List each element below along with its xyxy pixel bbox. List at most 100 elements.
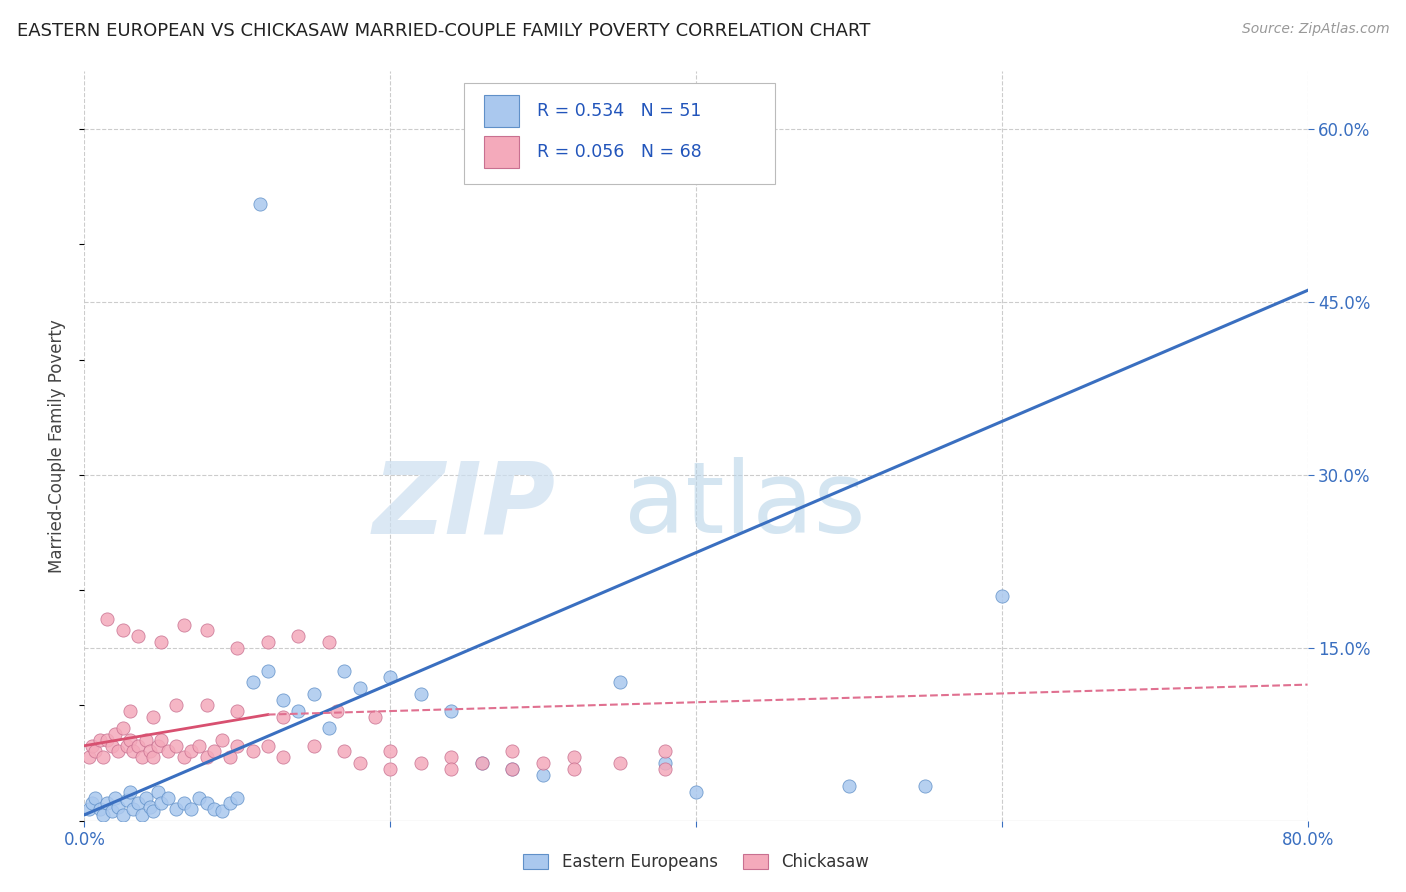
- Point: [165, 739, 187, 753]
- Point: [287, 629, 309, 643]
- Point: [218, 750, 240, 764]
- Point: [202, 802, 225, 816]
- Bar: [484, 95, 519, 127]
- Point: [89, 802, 111, 816]
- Point: [135, 790, 157, 805]
- Point: [173, 750, 195, 764]
- Point: [149, 635, 172, 649]
- Point: [107, 799, 129, 814]
- Point: [218, 797, 240, 811]
- Point: [135, 733, 157, 747]
- Point: [440, 762, 463, 776]
- Point: [409, 687, 432, 701]
- Point: [531, 767, 554, 781]
- Point: [188, 790, 211, 805]
- Point: [96, 612, 118, 626]
- Text: EASTERN EUROPEAN VS CHICKASAW MARRIED-COUPLE FAMILY POVERTY CORRELATION CHART: EASTERN EUROPEAN VS CHICKASAW MARRIED-CO…: [17, 22, 870, 40]
- Point: [120, 704, 142, 718]
- Point: [165, 802, 187, 816]
- Text: R = 0.534   N = 51: R = 0.534 N = 51: [537, 102, 702, 120]
- Point: [180, 802, 202, 816]
- Point: [242, 675, 264, 690]
- Point: [440, 750, 463, 764]
- Point: [142, 710, 165, 724]
- Y-axis label: Married-Couple Family Poverty: Married-Couple Family Poverty: [48, 319, 66, 573]
- Point: [127, 797, 149, 811]
- Point: [531, 756, 554, 770]
- Point: [77, 750, 100, 764]
- Point: [104, 790, 127, 805]
- Point: [149, 733, 172, 747]
- Point: [409, 756, 432, 770]
- Point: [271, 692, 294, 706]
- Point: [111, 808, 134, 822]
- Point: [77, 802, 100, 816]
- Point: [131, 750, 153, 764]
- Point: [654, 762, 676, 776]
- Point: [115, 739, 138, 753]
- Point: [380, 669, 402, 683]
- Point: [380, 744, 402, 758]
- Point: [157, 744, 180, 758]
- Point: [271, 750, 294, 764]
- Point: [127, 739, 149, 753]
- Point: [180, 744, 202, 758]
- Point: [104, 727, 127, 741]
- Point: [131, 808, 153, 822]
- Point: [96, 733, 118, 747]
- Point: [838, 779, 860, 793]
- Point: [302, 739, 325, 753]
- Point: [471, 756, 494, 770]
- Point: [287, 704, 309, 718]
- FancyBboxPatch shape: [464, 83, 776, 184]
- Point: [195, 797, 218, 811]
- Point: [115, 793, 138, 807]
- Point: [257, 739, 280, 753]
- Bar: [484, 136, 519, 168]
- Point: [226, 640, 249, 655]
- Point: [195, 698, 218, 713]
- Point: [139, 744, 162, 758]
- Point: [685, 785, 707, 799]
- Point: [146, 739, 169, 753]
- Point: [195, 750, 218, 764]
- Point: [101, 805, 124, 819]
- Point: [609, 675, 631, 690]
- Point: [84, 790, 107, 805]
- Point: [991, 589, 1014, 603]
- Point: [111, 624, 134, 638]
- Point: [333, 744, 356, 758]
- Point: [380, 762, 402, 776]
- Point: [202, 744, 225, 758]
- Text: Source: ZipAtlas.com: Source: ZipAtlas.com: [1241, 22, 1389, 37]
- Point: [226, 790, 249, 805]
- Point: [157, 790, 180, 805]
- Point: [249, 197, 271, 211]
- Point: [188, 739, 211, 753]
- Point: [325, 704, 347, 718]
- Point: [122, 744, 145, 758]
- Point: [122, 802, 145, 816]
- Point: [502, 762, 524, 776]
- Text: atlas: atlas: [624, 458, 866, 555]
- Point: [349, 681, 371, 695]
- Point: [502, 762, 524, 776]
- Point: [142, 750, 165, 764]
- Point: [127, 629, 149, 643]
- Point: [195, 624, 218, 638]
- Point: [257, 664, 280, 678]
- Point: [89, 733, 111, 747]
- Point: [211, 805, 233, 819]
- Point: [211, 733, 233, 747]
- Point: [107, 744, 129, 758]
- Point: [139, 799, 162, 814]
- Text: R = 0.056   N = 68: R = 0.056 N = 68: [537, 143, 702, 161]
- Point: [173, 617, 195, 632]
- Point: [318, 722, 340, 736]
- Point: [302, 687, 325, 701]
- Point: [142, 805, 165, 819]
- Point: [165, 698, 187, 713]
- Point: [349, 756, 371, 770]
- Point: [654, 756, 676, 770]
- Point: [562, 762, 585, 776]
